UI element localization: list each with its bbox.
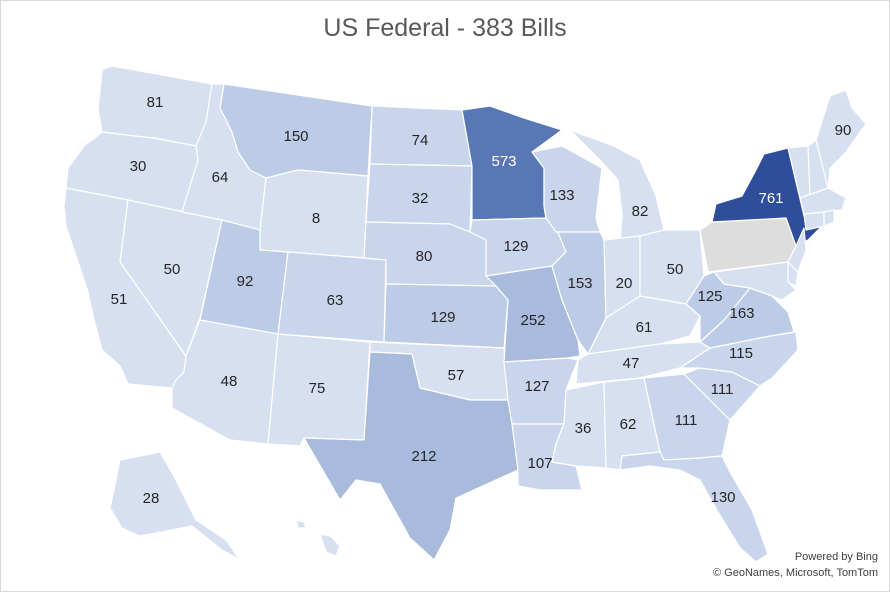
credit-powered-by: Powered by Bing xyxy=(794,551,878,563)
label-KY: 61 xyxy=(636,319,653,336)
label-MI: 82 xyxy=(632,203,649,220)
state-HI xyxy=(319,533,341,557)
credit-attribution: © GeoNames, Microsoft, TomTom xyxy=(713,567,878,579)
label-NE: 80 xyxy=(416,248,433,265)
label-GA: 111 xyxy=(675,412,698,429)
label-KS: 129 xyxy=(430,309,455,326)
label-CA: 51 xyxy=(111,291,128,308)
state-MT xyxy=(219,83,373,179)
label-OK: 57 xyxy=(448,367,465,384)
label-NV: 50 xyxy=(164,261,181,278)
label-SD: 32 xyxy=(412,190,429,207)
label-LA: 107 xyxy=(527,455,552,472)
label-NM: 75 xyxy=(309,380,326,397)
label-AZ: 48 xyxy=(221,373,238,390)
label-WY: 8 xyxy=(312,210,320,227)
state-MD xyxy=(713,261,797,301)
label-WA: 81 xyxy=(147,94,164,111)
label-AR: 127 xyxy=(524,378,549,395)
label-CO: 63 xyxy=(327,292,344,309)
label-MO: 252 xyxy=(520,312,545,329)
state-MA xyxy=(799,187,847,215)
state-IL xyxy=(551,231,607,355)
map-title: US Federal - 383 Bills xyxy=(323,14,567,42)
label-ME: 90 xyxy=(835,122,852,139)
label-WV: 125 xyxy=(697,288,722,305)
label-SC: 111 xyxy=(711,381,734,398)
state-RI xyxy=(823,209,835,227)
label-OH: 50 xyxy=(667,261,684,278)
label-IA: 129 xyxy=(503,238,528,255)
label-ID: 64 xyxy=(212,169,229,186)
label-WI: 133 xyxy=(549,187,574,204)
state-FL xyxy=(619,451,769,563)
state-AK xyxy=(109,451,241,561)
label-IN: 20 xyxy=(616,275,633,292)
label-MS: 36 xyxy=(575,420,592,437)
label-ND: 74 xyxy=(412,132,429,149)
label-NY: 761 xyxy=(758,190,783,207)
label-AK: 28 xyxy=(143,490,160,507)
label-OR: 30 xyxy=(130,158,147,175)
label-MN: 573 xyxy=(491,153,516,170)
state-TX xyxy=(303,351,519,561)
label-FL: 130 xyxy=(710,489,735,506)
label-VA: 163 xyxy=(729,305,754,322)
label-AL: 62 xyxy=(620,416,637,433)
label-TN: 47 xyxy=(623,355,640,372)
label-TX: 212 xyxy=(411,448,436,465)
label-NC: 115 xyxy=(729,345,753,362)
state-ME xyxy=(815,89,867,189)
label-MT: 150 xyxy=(283,128,308,145)
state-HI-small xyxy=(295,519,307,529)
label-IL: 153 xyxy=(567,275,592,292)
label-UT: 92 xyxy=(237,273,254,290)
